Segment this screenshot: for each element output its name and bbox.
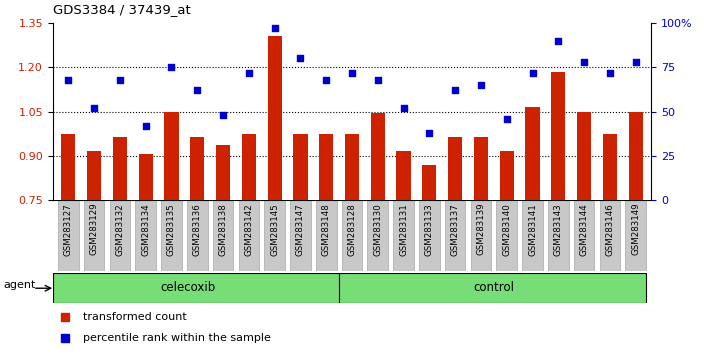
Bar (216, 145, 230, 200)
Bar (294, 133, 308, 200)
Point (450, 87, 461, 93)
Bar (525, 107, 540, 200)
Text: GSM283145: GSM283145 (270, 203, 279, 256)
Point (166, 64, 177, 70)
Bar (371, 113, 385, 200)
Point (398, 105, 409, 111)
Bar (84, 200, 104, 271)
Bar (164, 112, 179, 200)
Text: GSM283149: GSM283149 (631, 203, 640, 256)
Bar (61, 133, 75, 200)
Text: GSM283146: GSM283146 (605, 203, 615, 256)
Bar (396, 152, 410, 200)
Text: GSM283139: GSM283139 (477, 203, 486, 256)
Point (218, 112, 229, 118)
Bar (500, 152, 514, 200)
Bar (551, 72, 565, 200)
Bar (341, 200, 363, 271)
Text: GSM283133: GSM283133 (425, 203, 434, 256)
Point (501, 116, 513, 121)
Bar (264, 200, 285, 271)
Text: GSM283127: GSM283127 (64, 203, 73, 256)
Text: GSM283143: GSM283143 (554, 203, 562, 256)
Bar (625, 200, 646, 271)
Point (346, 70, 358, 75)
Bar (290, 200, 310, 271)
Bar (316, 200, 337, 271)
Text: GSM283142: GSM283142 (244, 203, 253, 256)
Bar (522, 200, 543, 271)
Bar (600, 200, 620, 271)
Text: agent: agent (3, 280, 35, 290)
Bar (445, 200, 465, 271)
Text: celecoxib: celecoxib (161, 281, 216, 294)
Bar (629, 112, 643, 200)
Text: GSM283141: GSM283141 (528, 203, 537, 256)
Bar (241, 133, 256, 200)
Bar (161, 200, 182, 271)
Bar (187, 200, 208, 271)
Bar (139, 154, 153, 200)
Bar (345, 133, 359, 200)
Text: GSM283140: GSM283140 (502, 203, 511, 256)
Bar (113, 137, 127, 200)
Bar (471, 200, 491, 271)
Bar (367, 200, 388, 271)
Text: GSM283136: GSM283136 (193, 203, 202, 256)
Bar (268, 36, 282, 200)
Bar (319, 133, 333, 200)
Text: control: control (473, 281, 515, 294)
Text: GSM283131: GSM283131 (399, 203, 408, 256)
Text: GSM283137: GSM283137 (451, 203, 460, 256)
Text: GSM283144: GSM283144 (579, 203, 589, 256)
Text: GSM283148: GSM283148 (322, 203, 331, 256)
Bar (574, 200, 594, 271)
Bar (87, 152, 101, 200)
Point (243, 70, 254, 75)
Point (527, 70, 538, 75)
Bar (448, 137, 463, 200)
Point (372, 77, 384, 82)
Text: GSM283128: GSM283128 (348, 203, 356, 256)
Bar (548, 200, 569, 271)
Text: GSM283135: GSM283135 (167, 203, 176, 256)
Text: GDS3384 / 37439_at: GDS3384 / 37439_at (53, 3, 191, 16)
Point (89, 105, 100, 111)
Point (553, 38, 564, 44)
Text: GSM283134: GSM283134 (142, 203, 150, 256)
Text: GSM283132: GSM283132 (115, 203, 125, 256)
Point (630, 59, 641, 65)
Point (604, 70, 615, 75)
Bar (190, 137, 204, 200)
Bar (394, 200, 414, 271)
Bar (603, 133, 617, 200)
Bar (135, 200, 156, 271)
Point (475, 82, 486, 88)
Point (295, 56, 306, 61)
Bar (239, 200, 259, 271)
Bar (474, 137, 488, 200)
Text: GSM283138: GSM283138 (218, 203, 227, 256)
Bar (213, 200, 233, 271)
Text: GSM283130: GSM283130 (373, 203, 382, 256)
Point (269, 25, 280, 31)
Bar (58, 200, 79, 271)
Bar (496, 200, 517, 271)
Text: GSM283147: GSM283147 (296, 203, 305, 256)
Point (424, 130, 435, 136)
Bar (577, 112, 591, 200)
Point (140, 123, 151, 129)
Point (320, 77, 332, 82)
Bar (110, 200, 130, 271)
Point (114, 77, 125, 82)
Point (579, 59, 590, 65)
Point (191, 87, 203, 93)
Bar (422, 165, 436, 200)
Text: GSM283129: GSM283129 (89, 203, 99, 256)
Text: percentile rank within the sample: percentile rank within the sample (83, 332, 270, 343)
Text: transformed count: transformed count (83, 312, 187, 322)
Bar (419, 200, 440, 271)
Point (63, 77, 74, 82)
